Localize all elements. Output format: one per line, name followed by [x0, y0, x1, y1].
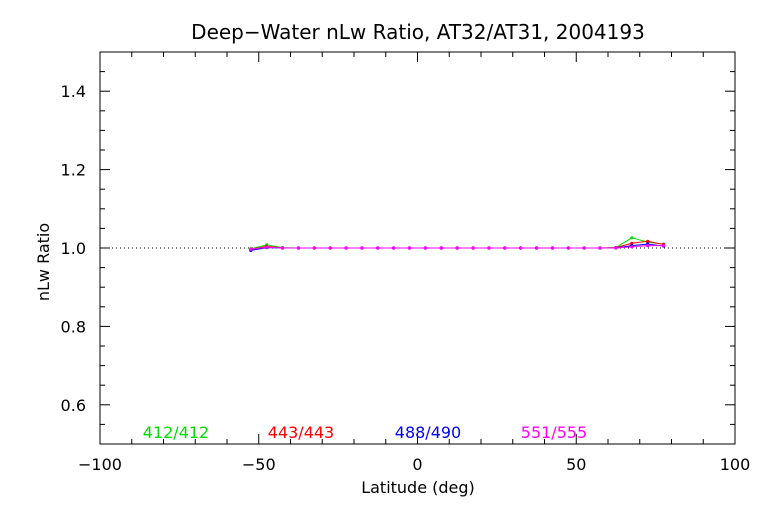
data-point	[614, 246, 618, 250]
data-point	[630, 241, 634, 245]
data-point	[550, 246, 555, 250]
data-point	[661, 244, 666, 248]
x-tick-labels: −100 −50 0 50 100	[78, 455, 750, 474]
data-point	[328, 246, 332, 250]
data-point	[471, 246, 475, 250]
data-point	[582, 246, 586, 250]
data-point	[455, 246, 459, 250]
x-tick-label: 0	[412, 455, 422, 474]
data-point	[296, 246, 301, 250]
y-tick-label: 1.4	[61, 82, 86, 101]
y-tick-label: 1.2	[61, 161, 86, 180]
data-point	[503, 246, 507, 250]
data-point	[392, 246, 396, 250]
data-point	[519, 246, 523, 250]
data-point	[249, 247, 253, 251]
x-tick-label: 50	[566, 455, 586, 474]
data-point	[646, 244, 650, 248]
legend-item: 488/490	[395, 423, 461, 442]
data-point	[280, 246, 285, 250]
data-point	[407, 246, 412, 250]
data-point	[598, 246, 602, 250]
legend: 412/412 443/443 488/490 551/555	[143, 423, 587, 442]
legend-item: 443/443	[268, 423, 334, 442]
legend-item: 412/412	[143, 423, 209, 442]
chart-title: Deep−Water nLw Ratio, AT32/AT31, 2004193	[191, 20, 645, 44]
data-point	[566, 246, 570, 250]
data-point	[265, 245, 269, 249]
legend-item: 551/555	[521, 423, 587, 442]
axis-ticks	[99, 51, 736, 445]
data-point	[312, 246, 316, 250]
x-tick-label: 100	[720, 455, 751, 474]
x-tick-label: −50	[242, 455, 276, 474]
x-axis-label: Latitude (deg)	[361, 478, 475, 497]
data-point	[423, 246, 428, 250]
data-series	[249, 236, 666, 252]
y-tick-label: 1.0	[61, 239, 86, 258]
y-tick-label: 0.8	[61, 317, 86, 336]
y-tick-labels: 0.6 0.8 1.0 1.2 1.4	[61, 82, 86, 415]
data-point	[534, 246, 539, 250]
data-point	[344, 246, 348, 250]
x-tick-label: −100	[78, 455, 122, 474]
y-axis-label: nLw Ratio	[34, 223, 53, 301]
data-point	[646, 239, 650, 243]
data-point	[439, 246, 443, 250]
data-point	[376, 246, 380, 250]
plot-area	[99, 51, 736, 445]
data-point	[630, 245, 634, 249]
data-point	[360, 246, 364, 250]
y-tick-label: 0.6	[61, 396, 86, 415]
data-point	[487, 246, 491, 250]
data-point	[630, 236, 634, 240]
